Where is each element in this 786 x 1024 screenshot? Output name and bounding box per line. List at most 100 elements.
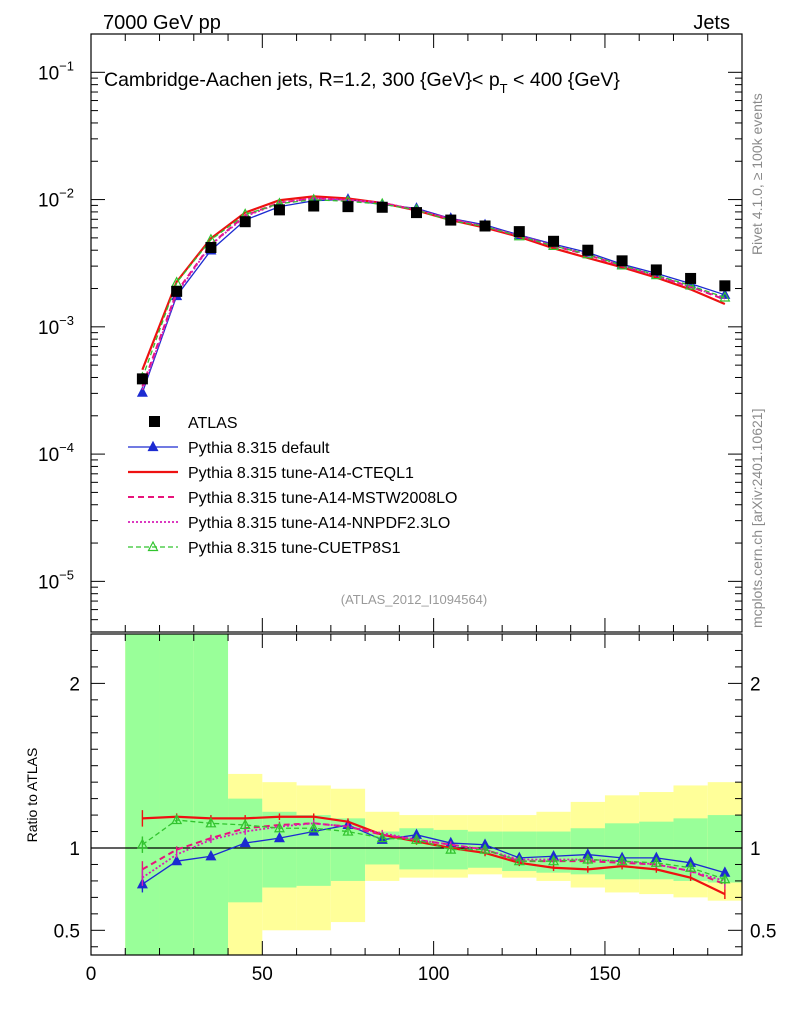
ratio-marker xyxy=(308,821,320,833)
header-left: 7000 GeV pp xyxy=(103,12,221,34)
plot-title-main: Cambridge-Aachen jets, R=1.2, 300 {GeV}<… xyxy=(104,69,500,91)
watermark-label: (ATLAS_2012_I1094564) xyxy=(341,592,487,607)
ratio-marker xyxy=(685,861,697,872)
legend-marker-atlas xyxy=(149,416,160,427)
legend-label: Pythia 8.315 tune-A14-MSTW2008LO xyxy=(188,490,457,507)
main-marker xyxy=(685,279,697,290)
legend: ATLAS Pythia 8.315 default Pythia 8.315 tu… xyxy=(128,415,457,557)
x-tick-label: 50 xyxy=(252,964,273,985)
band-green-bin xyxy=(604,823,640,880)
ratio-series-line xyxy=(142,819,726,880)
atlas-data-point xyxy=(616,255,628,267)
ratio-marker xyxy=(582,853,594,864)
ratio-marker xyxy=(411,833,422,844)
ratio-marker xyxy=(205,849,217,861)
atlas-data-point xyxy=(136,373,148,385)
atlas-data-point xyxy=(548,235,560,247)
main-series-4 xyxy=(136,193,731,382)
ratio-series-layer xyxy=(136,810,731,900)
ratio-series-line xyxy=(142,815,726,896)
ratio-marker xyxy=(342,825,354,836)
main-series-0 xyxy=(136,193,731,397)
y-tick-label: 10−1 xyxy=(38,58,74,84)
main-series-line xyxy=(141,199,726,379)
plot-title-sub: T xyxy=(500,81,508,96)
band-green-bin xyxy=(228,798,263,903)
y-tick-label: 10−4 xyxy=(38,440,74,466)
atlas-data-point xyxy=(376,201,388,213)
ratio-marker xyxy=(479,843,491,854)
ratio-marker xyxy=(171,813,183,825)
header-right: Jets xyxy=(693,12,730,34)
atlas-data-point xyxy=(205,242,217,254)
main-series-line xyxy=(141,198,726,393)
atlas-data-point xyxy=(582,244,594,256)
atlas-data-point xyxy=(479,220,491,232)
legend-label: Pythia 8.315 default xyxy=(188,440,330,457)
legend-label: Pythia 8.315 tune-CUETP8S1 xyxy=(188,540,401,557)
x-tick-label: 150 xyxy=(589,964,621,985)
atlas-data-point xyxy=(685,272,697,284)
ratio-series-line xyxy=(142,824,726,885)
atlas-data-points xyxy=(136,200,731,385)
x-tick-label: 100 xyxy=(418,964,450,985)
side-label-rivet: Rivet 4.1.0, ≥ 100k events xyxy=(749,93,765,255)
ratio-marker xyxy=(513,854,525,866)
main-marker xyxy=(136,386,148,397)
plot-title-tail: < 400 {GeV} xyxy=(508,69,621,91)
ratio-marker xyxy=(376,831,388,843)
legend-label: Pythia 8.315 tune-A14-NNPDF2.3LO xyxy=(188,515,450,532)
ratio-marker xyxy=(273,821,285,833)
ratio-marker xyxy=(650,856,662,867)
atlas-data-point xyxy=(650,264,662,276)
legend-entry-3: Pythia 8.315 tune-A14-MSTW2008LO xyxy=(128,490,457,507)
ratio-tick-label-right: 1 xyxy=(750,839,761,860)
atlas-data-point xyxy=(342,201,354,213)
y-tick-label: 10−3 xyxy=(38,313,74,339)
atlas-data-point xyxy=(513,226,525,238)
atlas-data-point xyxy=(273,204,285,216)
main-series-layer xyxy=(136,193,731,397)
ratio-marker xyxy=(136,838,148,849)
y-tick-label: 10−5 xyxy=(38,567,74,593)
ratio-marker xyxy=(205,817,217,828)
ratio-tick-label-left: 2 xyxy=(69,674,80,695)
legend-entry-0: ATLAS xyxy=(149,415,238,432)
legend-entry-4: Pythia 8.315 tune-A14-NNPDF2.3LO xyxy=(128,515,450,532)
ratio-series-4 xyxy=(136,813,731,885)
band-green-bin xyxy=(125,634,160,955)
ratio-marker xyxy=(273,831,285,843)
legend-marker xyxy=(147,540,159,552)
y-tick-label: 10−2 xyxy=(38,186,74,212)
ratio-marker xyxy=(616,854,628,866)
main-series-1 xyxy=(141,195,726,371)
x-tick-label: 0 xyxy=(86,964,97,985)
band-green-bin xyxy=(159,634,194,955)
uncertainty-bands xyxy=(91,634,742,955)
main-series-3 xyxy=(141,197,726,391)
ratio-marker xyxy=(239,836,251,848)
main-series-line xyxy=(141,197,726,391)
atlas-data-point xyxy=(239,216,251,228)
ratio-tick-label-right: 0.5 xyxy=(750,921,776,942)
atlas-data-point xyxy=(308,200,320,212)
ratio-plot-frame xyxy=(90,633,743,956)
ratio-axis-label: Ratio to ATLAS xyxy=(24,748,40,843)
ratio-marker xyxy=(548,854,560,866)
atlas-data-point xyxy=(171,285,183,297)
band-green-bin xyxy=(193,634,229,955)
atlas-data-point xyxy=(411,207,422,219)
legend-marker xyxy=(147,440,159,452)
legend-label: Pythia 8.315 tune-A14-CTEQL1 xyxy=(188,465,414,482)
legend-entry-5: Pythia 8.315 tune-CUETP8S1 xyxy=(128,540,401,557)
legend-label: ATLAS xyxy=(188,415,238,432)
side-label-mcplots: mcplots.cern.ch [arXiv:2401.10621] xyxy=(749,409,765,628)
main-series-line xyxy=(141,195,726,371)
ratio-marker xyxy=(171,854,183,866)
ratio-marker xyxy=(239,818,251,830)
ratio-marker xyxy=(445,843,457,854)
ratio-marker xyxy=(719,872,731,884)
legend-entry-2: Pythia 8.315 tune-A14-CTEQL1 xyxy=(128,465,414,482)
plot-title: Cambridge-Aachen jets, R=1.2, 300 {GeV}<… xyxy=(104,69,620,96)
